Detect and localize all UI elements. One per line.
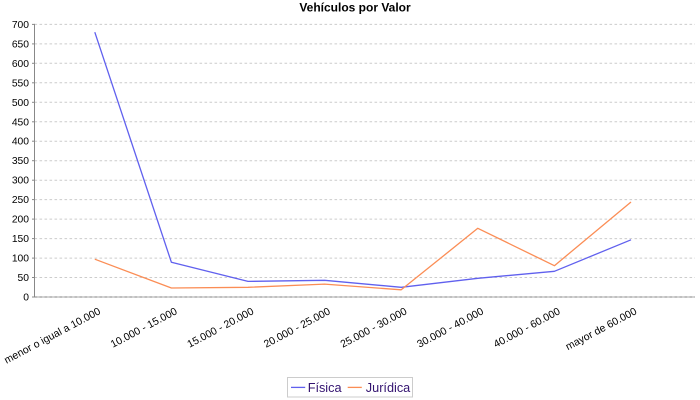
svg-text:0: 0 xyxy=(23,293,29,304)
svg-text:250: 250 xyxy=(12,195,29,206)
svg-text:500: 500 xyxy=(12,98,29,109)
svg-text:450: 450 xyxy=(12,117,29,128)
svg-text:Jurídica: Jurídica xyxy=(366,381,411,395)
svg-text:400: 400 xyxy=(12,137,29,148)
svg-text:150: 150 xyxy=(12,234,29,245)
svg-text:550: 550 xyxy=(12,78,29,89)
svg-text:300: 300 xyxy=(12,176,29,187)
svg-text:600: 600 xyxy=(12,59,29,70)
svg-text:100: 100 xyxy=(12,254,29,265)
svg-text:Vehículos por Valor: Vehículos por Valor xyxy=(299,1,411,15)
svg-text:650: 650 xyxy=(12,39,29,50)
svg-text:700: 700 xyxy=(12,20,29,31)
svg-text:50: 50 xyxy=(18,273,30,284)
svg-text:Física: Física xyxy=(308,381,343,395)
svg-text:200: 200 xyxy=(12,215,29,226)
svg-text:350: 350 xyxy=(12,156,29,167)
